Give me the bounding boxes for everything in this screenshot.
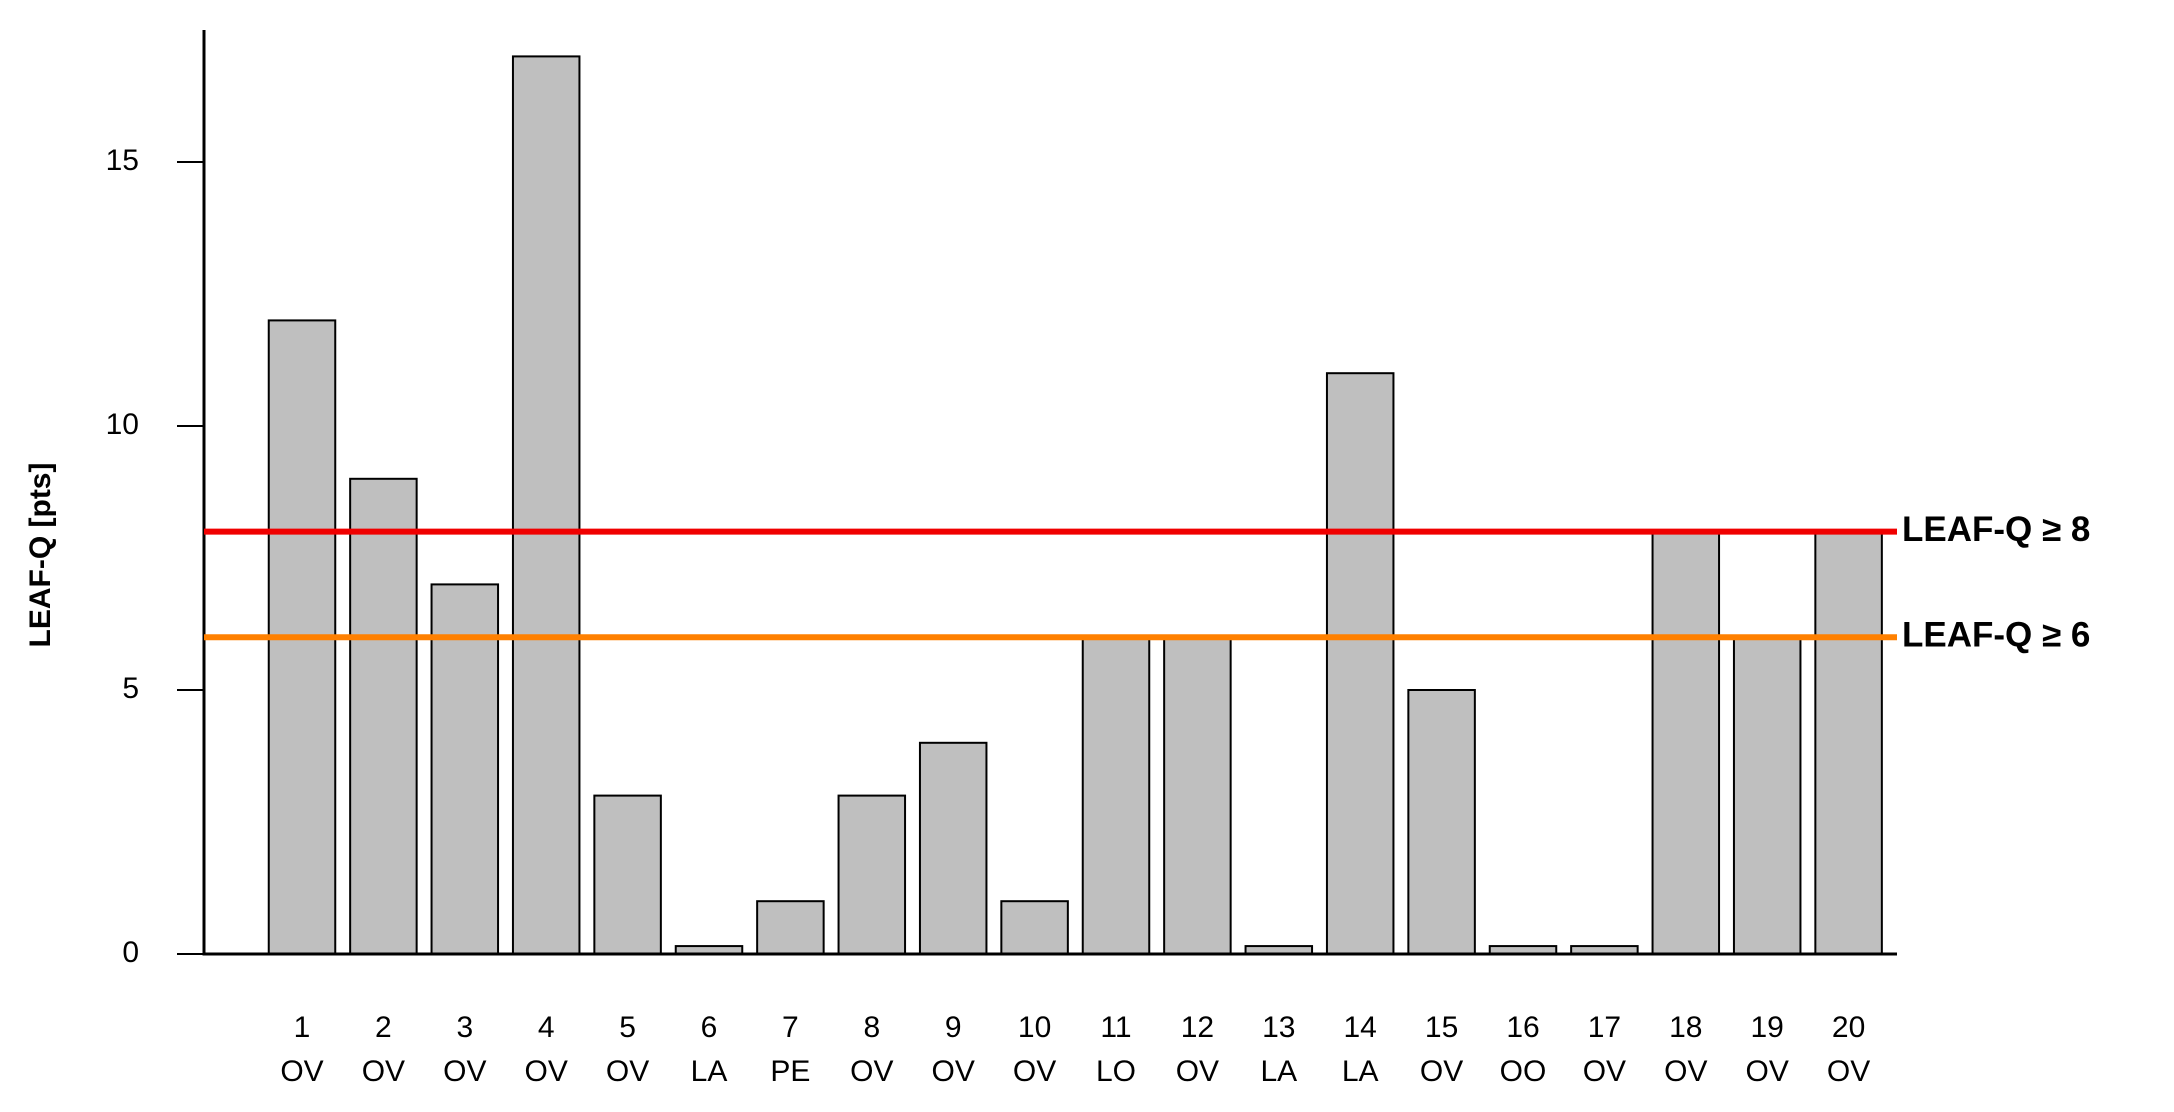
bar <box>918 741 988 955</box>
bar <box>1325 372 1395 955</box>
x-tick-sublabel: OO <box>1500 1055 1547 1088</box>
bar <box>837 794 907 955</box>
x-tick-label: 4 <box>538 1011 555 1044</box>
x-tick-label: 6 <box>701 1011 718 1044</box>
y-tick-label: 15 <box>106 144 139 177</box>
bar <box>593 794 662 955</box>
x-tick-sublabel: OV <box>1583 1055 1626 1088</box>
x-tick-label: 12 <box>1181 1011 1214 1044</box>
x-tick-sublabel: LA <box>1260 1055 1297 1088</box>
bar <box>511 55 581 955</box>
x-tick-label: 14 <box>1344 1011 1377 1044</box>
reference-label: LEAF-Q ≥ 6 <box>1902 615 2090 654</box>
x-tick-sublabel: LO <box>1096 1055 1136 1088</box>
x-tick-sublabel: OV <box>1664 1055 1707 1088</box>
x-tick-label: 3 <box>456 1011 473 1044</box>
x-tick-label: 7 <box>782 1011 799 1044</box>
x-tick-label: 18 <box>1669 1011 1702 1044</box>
bar <box>349 477 418 955</box>
reference-label: LEAF-Q ≥ 8 <box>1902 510 2090 549</box>
x-tick-label: 15 <box>1425 1011 1458 1044</box>
y-tick-label: 10 <box>106 408 139 441</box>
x-tick-label: 11 <box>1100 1011 1131 1044</box>
x-tick-sublabel: OV <box>525 1055 568 1088</box>
x-tick-sublabel: OV <box>606 1055 649 1088</box>
bar <box>1163 636 1232 955</box>
x-tick-sublabel: OV <box>280 1055 323 1088</box>
x-tick-sublabel: OV <box>1176 1055 1219 1088</box>
x-tick-label: 20 <box>1832 1011 1865 1044</box>
bar <box>1732 636 1802 955</box>
x-tick-sublabel: OV <box>443 1055 486 1088</box>
x-tick-sublabel: OV <box>1013 1055 1056 1088</box>
y-tick-label: 5 <box>122 672 139 705</box>
y-axis-label: LEAF-Q [pts] <box>24 463 57 648</box>
x-tick-sublabel: LA <box>1342 1055 1379 1088</box>
x-tick-label: 13 <box>1262 1011 1295 1044</box>
x-tick-sublabel: OV <box>932 1055 975 1088</box>
x-tick-label: 2 <box>375 1011 392 1044</box>
bar <box>1651 530 1721 955</box>
bar <box>1407 689 1476 955</box>
bar <box>756 900 825 956</box>
x-tick-sublabel: LA <box>691 1055 728 1088</box>
x-tick-sublabel: OV <box>1746 1055 1789 1088</box>
x-tick-label: 8 <box>863 1011 880 1044</box>
x-tick-label: 10 <box>1018 1011 1051 1044</box>
x-tick-label: 17 <box>1588 1011 1621 1044</box>
x-tick-label: 16 <box>1506 1011 1539 1044</box>
x-tick-sublabel: OV <box>1827 1055 1870 1088</box>
x-tick-sublabel: PE <box>770 1055 810 1088</box>
x-tick-label: 9 <box>945 1011 962 1044</box>
bar <box>1000 900 1069 956</box>
x-tick-label: 19 <box>1751 1011 1784 1044</box>
bar <box>1814 530 1883 955</box>
x-tick-sublabel: OV <box>362 1055 405 1088</box>
x-tick-label: 5 <box>619 1011 636 1044</box>
y-tick-label: 0 <box>122 936 139 969</box>
bar <box>1081 636 1151 955</box>
x-tick-sublabel: OV <box>850 1055 893 1088</box>
x-tick-sublabel: OV <box>1420 1055 1463 1088</box>
x-tick-label: 1 <box>294 1011 311 1044</box>
